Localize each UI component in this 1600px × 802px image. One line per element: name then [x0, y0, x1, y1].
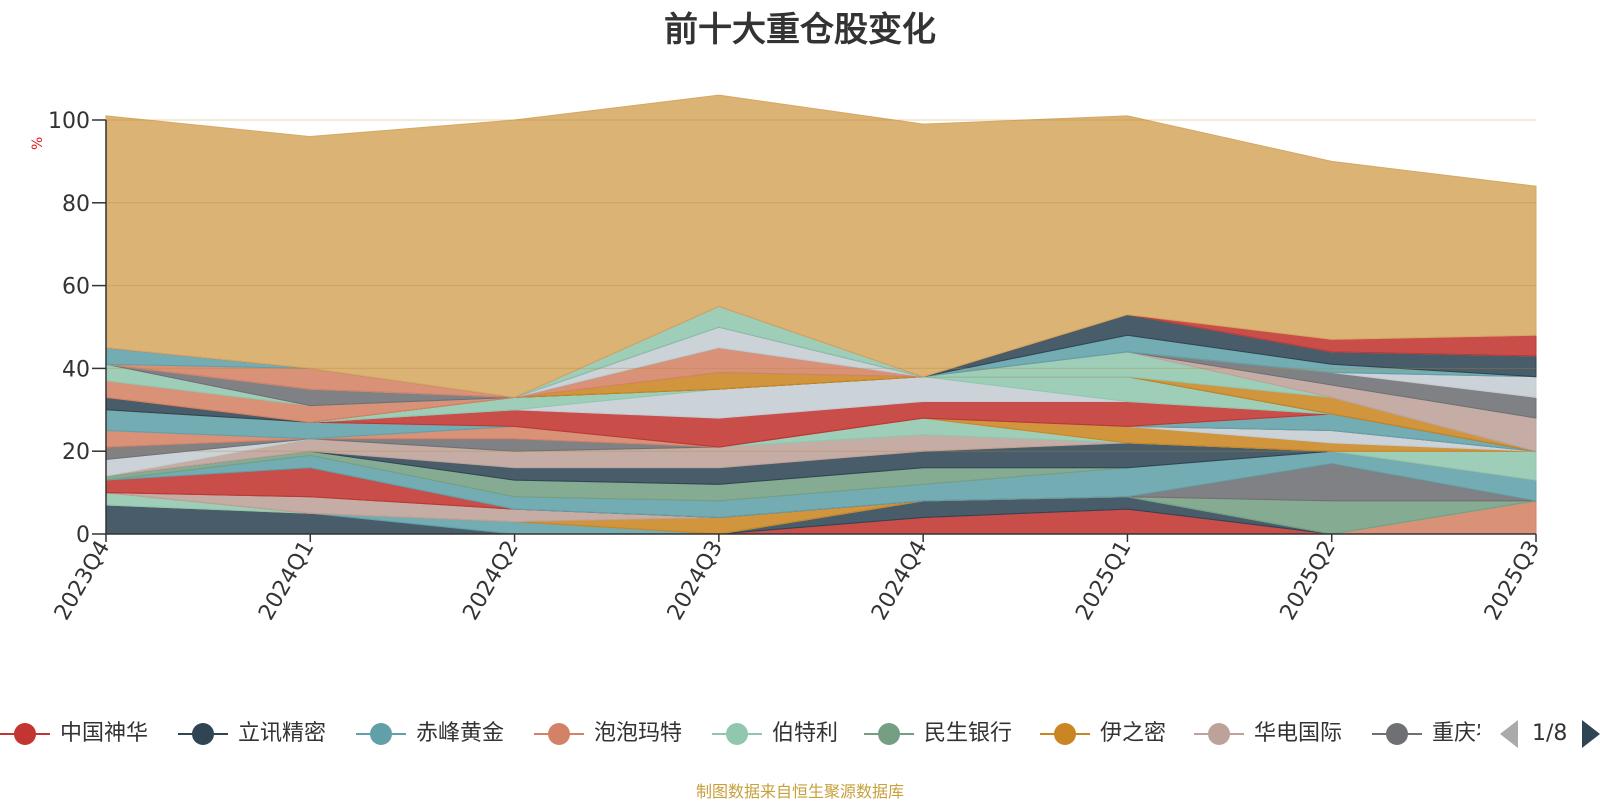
y-tick-label: 40	[62, 357, 90, 382]
legend-marker-icon	[1194, 723, 1244, 745]
legend-page-label: 1/8	[1532, 721, 1568, 746]
y-tick-label: 80	[62, 192, 90, 217]
legend-marker-icon	[356, 723, 406, 745]
x-tick-label: 2025Q2	[1276, 537, 1341, 625]
legend-pager: 1/8	[1500, 716, 1600, 752]
y-tick-label: 100	[48, 109, 90, 134]
legend-marker-icon	[1372, 723, 1422, 745]
legend-marker-icon	[712, 723, 762, 745]
chart-title: 前十大重仓股变化	[664, 10, 936, 50]
area-layer	[105, 94, 1537, 535]
legend-label: 赤峰黄金	[416, 721, 505, 746]
x-tick-label: 2025Q1	[1071, 537, 1136, 625]
legend-label: 伊之密	[1100, 721, 1167, 746]
legend-marker-icon	[534, 723, 584, 745]
legend-marker-icon	[1040, 723, 1090, 745]
y-tick-label: 0	[76, 523, 90, 548]
y-tick-label: 20	[62, 440, 90, 465]
legend-label: 中国神华	[60, 721, 149, 746]
grid-layer	[106, 119, 1536, 452]
x-tick-label: 2024Q3	[663, 537, 728, 625]
legend-label: 立讯精密	[238, 721, 327, 746]
x-tick-label: 2024Q1	[254, 537, 319, 625]
legend-next-icon[interactable]	[1582, 720, 1600, 748]
legend-label: 重庆农商行	[1432, 721, 1480, 746]
legend: 中国神华 立讯精密 赤峰黄金 泡泡玛特 伯特利 民生银行 伊之密 华电国际 重庆农商行	[0, 716, 1480, 752]
y-tick-label: 60	[62, 275, 90, 300]
legend-marker-icon	[178, 723, 228, 745]
x-tick-label: 2025Q3	[1480, 537, 1545, 625]
area-series-35[interactable]	[105, 94, 1537, 398]
legend-label: 泡泡玛特	[594, 721, 683, 746]
legend-marker-icon	[0, 723, 50, 745]
legend-prev-icon[interactable]	[1500, 720, 1518, 748]
x-tick-label: 2024Q2	[458, 537, 523, 625]
legend-marker-icon	[864, 723, 914, 745]
x-tick-label: 2024Q4	[867, 537, 932, 625]
x-tick-label: 2023Q4	[50, 537, 115, 625]
legend-label: 民生银行	[924, 721, 1013, 746]
source-note: 制图数据来自恒生聚源数据库	[695, 782, 904, 801]
legend-label: 华电国际	[1254, 721, 1343, 746]
legend-label: 伯特利	[772, 721, 839, 746]
